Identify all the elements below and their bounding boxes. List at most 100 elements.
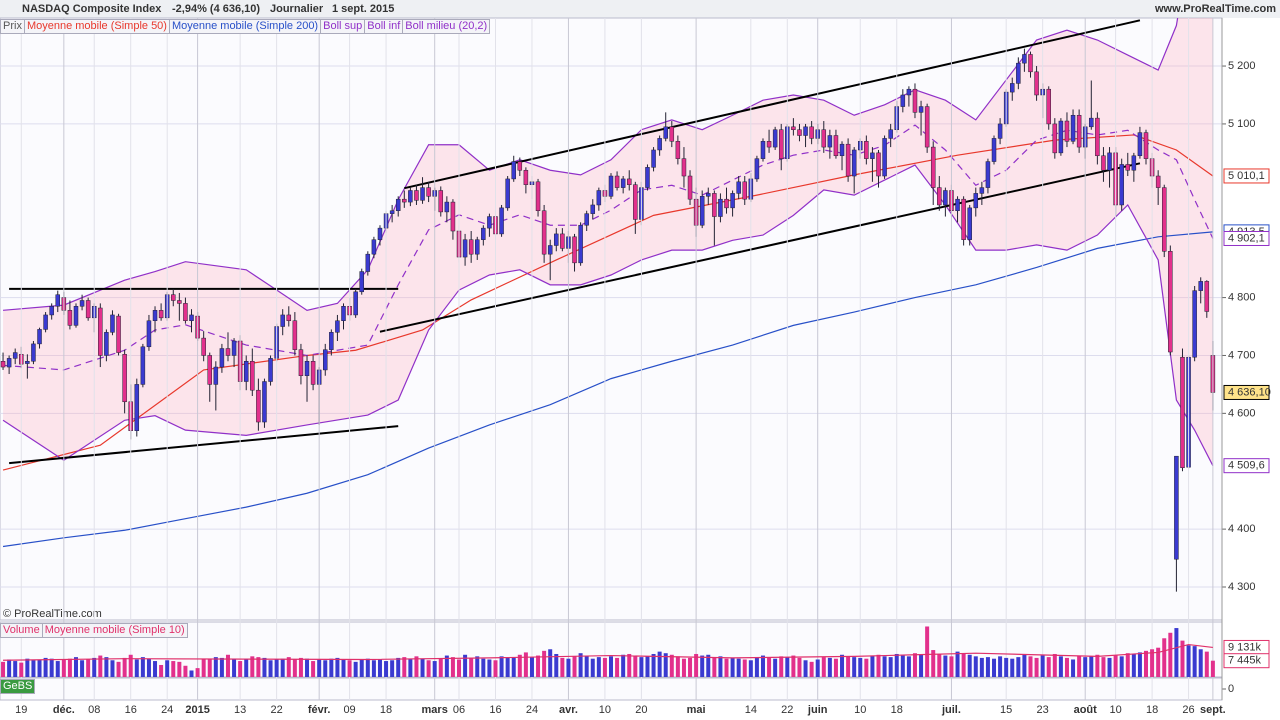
volume-bar [748, 660, 753, 677]
candle-body [967, 207, 972, 240]
volume-bar [876, 654, 881, 677]
volume-bar [438, 658, 443, 677]
candle-body [37, 329, 42, 345]
trend-line [9, 425, 399, 465]
volume-bar [140, 657, 145, 677]
volume-bar [1095, 654, 1100, 677]
candle-body [675, 141, 681, 159]
volume-bar [92, 657, 97, 677]
volume-bar [1125, 653, 1130, 677]
x-tick-label: 10 [854, 704, 866, 716]
candle-body [171, 294, 176, 301]
volume-bar [639, 657, 644, 677]
volume-bar [67, 658, 72, 677]
candle-body [243, 361, 249, 382]
volume-bar [256, 657, 261, 677]
volume-bar [98, 655, 103, 677]
legend-entry: Prix [0, 19, 25, 34]
candle-body [1064, 120, 1070, 142]
candle-body [225, 348, 231, 356]
volume-bar [1077, 655, 1082, 677]
candle-body [85, 300, 91, 319]
plot-area [0, 18, 1222, 592]
candle-body [116, 315, 121, 353]
volume-bar [949, 656, 954, 677]
candle-body [474, 239, 480, 255]
volume-bar [359, 659, 364, 677]
candle-body [256, 389, 261, 423]
candle-body [79, 300, 85, 307]
volume-bar [517, 654, 522, 677]
candle-body [207, 355, 212, 385]
candle-body [943, 190, 948, 206]
volume-bar [1137, 652, 1142, 677]
header-bar [0, 0, 1280, 18]
volume-bar [955, 651, 960, 677]
x-tick-label: 08 [88, 704, 100, 716]
value-label: 9 131k [1228, 641, 1262, 653]
volume-bar [773, 658, 778, 677]
volume-bar [195, 668, 200, 677]
x-tick-label: avr. [559, 704, 578, 716]
volume-bar [754, 657, 759, 677]
period: Journalier [270, 3, 324, 15]
candle-body [0, 361, 6, 368]
candle-body [487, 216, 492, 229]
copyright: © ProRealTime.com [3, 608, 102, 620]
candle-body [505, 178, 510, 209]
volume-bar [669, 654, 674, 677]
candle-body [1095, 117, 1100, 157]
volume-bar [852, 657, 857, 677]
volume-bar [390, 660, 395, 677]
volume-bar [858, 657, 863, 677]
volume-bar [298, 657, 303, 677]
volume-bar [177, 661, 182, 677]
y-tick-label: 5 100 [1228, 118, 1256, 130]
volume-bar [420, 658, 425, 677]
x-tick-label: juil. [941, 704, 961, 716]
candle-body [353, 291, 358, 316]
volume-bar [760, 655, 765, 677]
candle-body [250, 361, 255, 391]
volume-bar [219, 657, 224, 677]
candle-body [578, 224, 583, 264]
candle-body [766, 141, 772, 148]
volume-bar [13, 661, 18, 677]
candle-body [152, 310, 158, 321]
volume-bar [554, 653, 559, 677]
candle-body [681, 158, 687, 177]
volume-bar [7, 659, 12, 677]
candle-body [31, 343, 36, 362]
candle-body [1198, 281, 1203, 291]
candle-body [280, 314, 285, 327]
candle-body [12, 352, 18, 359]
candle-body [554, 233, 559, 246]
volume-bar [292, 659, 297, 677]
x-tick-label: 18 [891, 704, 903, 716]
candle-body [973, 193, 979, 209]
volume-bar [663, 653, 668, 677]
candle-body [49, 306, 54, 316]
x-tick-label: mars [422, 704, 448, 716]
volume-bar [1010, 658, 1015, 677]
volume-bar [1016, 657, 1021, 677]
volume-bar [1046, 657, 1051, 677]
value-label: 4 636,10 [1228, 386, 1271, 398]
candle-body [657, 138, 662, 151]
volume-bar [450, 657, 455, 677]
volume-bar [779, 656, 784, 677]
candle-body [444, 201, 450, 213]
volume-bar [104, 657, 109, 677]
candle-body [699, 196, 705, 226]
volume-bar [329, 658, 334, 677]
candle-body [1028, 54, 1033, 73]
candle-body [778, 129, 784, 159]
candle-body [1101, 155, 1106, 171]
volume-bar [694, 653, 699, 677]
volume-bar [870, 655, 875, 677]
candle-body [286, 314, 292, 321]
candle-body [189, 314, 194, 321]
legend-entry: Volume [0, 623, 43, 638]
volume-bar [153, 661, 158, 677]
volume-bar [487, 659, 492, 677]
